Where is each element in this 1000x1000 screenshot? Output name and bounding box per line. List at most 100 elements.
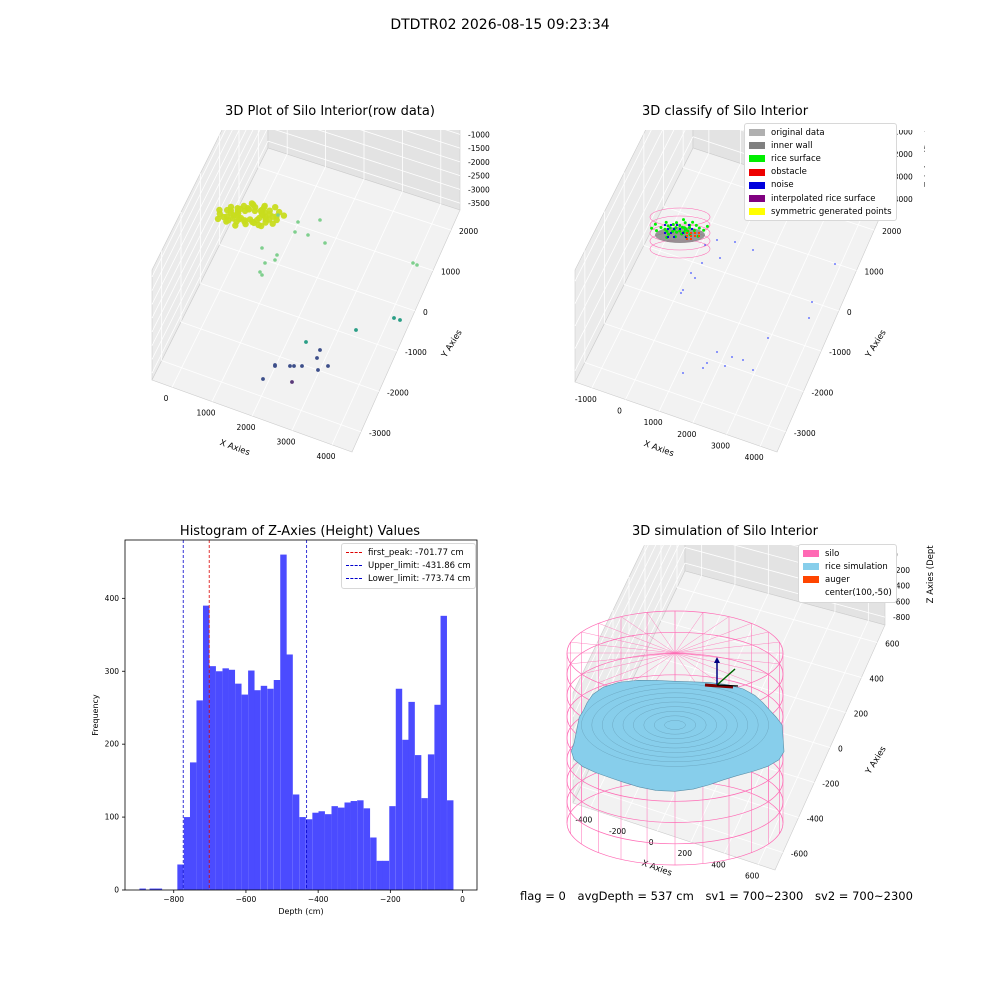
legend-swatch [749,129,765,137]
histogram-bar [338,807,345,890]
noise-point [808,317,810,319]
rice-surface-point [702,228,706,232]
x-axis-label: X Axies [642,439,675,459]
data-point [300,364,304,368]
rice-surface-point [697,226,701,230]
panel4-title: 3D simulation of Silo Interior [632,524,818,539]
x-tick-label: 2000 [677,430,696,439]
grid-line [180,321,380,392]
obstacle-point [698,232,700,234]
data-point [272,204,279,211]
rice-surface-point [663,227,667,231]
grid-line [171,154,288,388]
data-point [326,364,330,368]
legend-label: rice surface [771,153,821,164]
rice-surface-point [667,232,670,236]
grid-line [219,244,416,312]
noise-point [716,351,718,353]
histogram-bar [414,755,422,890]
y-axis-label: Y Axies [439,328,465,361]
noise-point [811,301,813,303]
data-point [275,253,279,257]
rice-mesh-line [591,688,759,762]
x-axis-label: X Axies [640,859,673,879]
noise-point [734,241,736,243]
noise-point [669,231,673,235]
rice-surface-point [691,220,695,224]
histogram-bar [318,811,325,890]
grid-line [291,191,403,431]
z-tick-label: -2500 [468,172,490,181]
grid-line [151,130,261,346]
grid-line [624,284,822,352]
data-point [241,217,248,224]
legend-entry: auger [803,573,892,586]
y-tick-label: 200 [854,710,869,719]
grid-line [359,130,461,163]
silo-wireframe-spoke [620,616,676,654]
obstacle-point [694,235,696,237]
stats-line: flag = 0 avgDepth = 537 cm sv1 = 700~230… [520,889,921,903]
noise-point [690,227,694,231]
histogram-bar [241,694,249,890]
obstacle-point [690,235,692,237]
y-tick-label: -2000 [387,389,409,398]
z-tick-label: -1500 [468,144,490,153]
data-point [292,364,296,368]
histogram-bar [139,888,146,890]
histogram-bar [312,812,319,890]
y-tick-label: 1000 [865,268,884,277]
grid-line [574,130,652,282]
grid-line [200,282,398,352]
legend-swatch [803,550,819,558]
noise-point [666,235,670,239]
data-point [233,218,240,225]
sv1-text: sv1 = 700~2300 [705,889,804,903]
y-tick-label: 100 [105,813,120,822]
grid-line [591,152,710,389]
histogram-bar [292,794,300,890]
noise-point [716,239,718,241]
legend-swatch [749,168,765,176]
histogram-bar [215,671,223,890]
data-point [266,207,273,214]
histogram-bar [228,669,236,890]
data-point [415,263,419,267]
histogram-bar [370,837,377,890]
noise-point [672,235,676,239]
legend-entry: center(100,-50) [803,587,892,600]
rice-surface-point [675,221,678,225]
x-tick-label: -1000 [575,395,597,404]
noise-point [690,272,692,274]
grid-line [574,130,675,327]
silo-wireframe-spoke [598,652,676,683]
x-tick-label: 1000 [196,409,215,418]
legend-entry: interpolated rice surface [749,192,892,205]
grid-line [274,130,461,190]
data-point [290,380,294,384]
legend-label: Upper_limit: -431.86 cm [368,560,471,571]
histogram-bar [260,685,268,890]
legend-label: obstacle [771,167,807,178]
panel1-3d-scatter: 0 1000 2000 3000 4000 -3000 -2000 -1000 0 1000 200… [151,130,490,461]
x-tick-label: 4000 [745,453,764,462]
auger-shaft [704,683,734,689]
floor-pane [151,147,461,453]
legend-swatch [749,181,765,189]
data-point [306,233,310,237]
y-tick-label: 0 [838,745,843,754]
y-tick-label: -3000 [794,429,816,438]
y-axis-label: Y Axies [863,744,889,777]
grid-line [572,545,649,702]
data-point [263,261,267,265]
legend-label: interpolated rice surface [771,193,876,204]
data-point [273,258,277,262]
rice-surface-point [664,220,668,224]
noise-point [669,223,673,227]
rice-mesh-line [633,706,717,744]
histogram-bar [325,814,332,890]
silo-wireframe-spoke [674,652,752,683]
panel2-3d-classify: -1000 0 1000 2000 3000 4000 -3000 -2000 -1000 0 10… [574,130,925,462]
data-point [255,221,262,229]
noise-point [678,227,682,231]
